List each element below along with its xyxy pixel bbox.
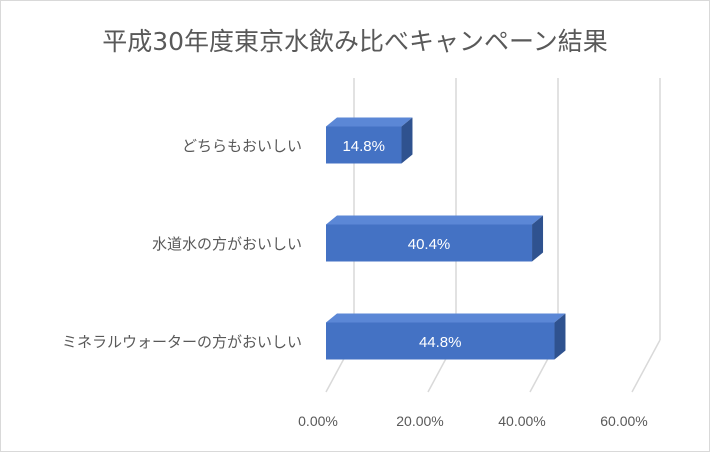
bar-side-face — [401, 117, 413, 164]
bar-top-face — [326, 313, 566, 323]
x-tick-label: 0.00% — [298, 413, 338, 429]
bar — [326, 117, 413, 164]
bar-side-face — [532, 215, 544, 262]
bar — [326, 215, 544, 262]
data-label: 44.8% — [419, 334, 462, 351]
category-label: 水道水の方がおいしい — [152, 235, 302, 253]
data-label: 40.4% — [408, 236, 451, 253]
x-tick-label: 60.00% — [600, 413, 647, 429]
data-label: 14.8% — [342, 138, 385, 155]
bar-top-face — [326, 215, 544, 225]
bar — [326, 313, 566, 360]
bar-front-face — [326, 322, 555, 360]
x-tick-label: 20.00% — [396, 413, 443, 429]
category-label: ミネラルウォーターの方がおいしい — [62, 333, 302, 351]
bar-side-face — [554, 313, 566, 360]
chart-title: 平成30年度東京水飲み比べキャンペーン結果 — [102, 27, 608, 56]
x-tick-label: 40.00% — [498, 413, 545, 429]
bar-front-face — [326, 224, 533, 262]
category-label: どちらもおいしい — [182, 137, 302, 155]
bar-top-face — [326, 117, 413, 127]
gridline-floor — [631, 339, 661, 393]
bar-front-face — [326, 126, 402, 164]
